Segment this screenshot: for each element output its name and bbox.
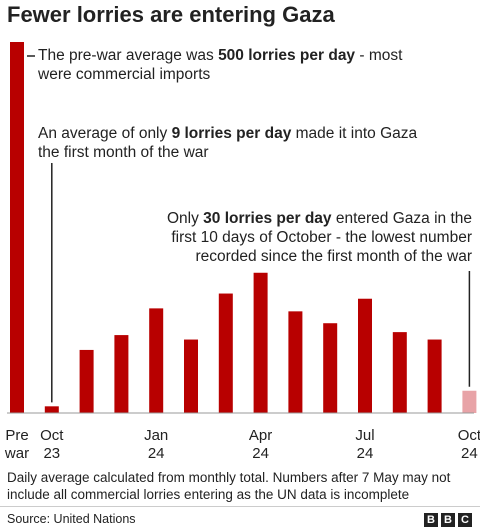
bar-feb-24	[184, 339, 198, 413]
bar-aug-24	[392, 332, 407, 413]
bar-jun-24	[323, 323, 338, 413]
x-tick-oct-24: Oct 24	[458, 427, 480, 462]
x-tick-line: Jul	[355, 427, 374, 444]
footer-divider	[0, 506, 480, 507]
x-tick-oct-23: Oct 23	[40, 427, 64, 462]
bar-may-24	[288, 311, 303, 413]
bar-oct-23	[44, 406, 59, 413]
x-tick-jul-24: Jul 24	[355, 427, 374, 462]
bbc-logo-letter-3: C	[458, 513, 472, 527]
annotation-prewar-text-2: - most were commercial imports	[38, 47, 403, 83]
bars-group	[10, 42, 477, 413]
bbc-logo-letter-2: B	[441, 513, 455, 527]
bar-dec-23	[114, 335, 129, 413]
x-tick-jan-24: Jan 24	[144, 427, 168, 462]
annotation-prewar: The pre-war average was 500 lorries per …	[38, 46, 438, 84]
footnote: Daily average calculated from monthly to…	[7, 470, 451, 502]
x-tick-line: 24	[357, 445, 374, 462]
x-tick-line: Jan	[144, 427, 168, 444]
bar-mar-24	[218, 293, 233, 413]
annotation-oct24-text-1: Only	[166, 210, 204, 227]
annotation-oct24-value: 30 lorries per day	[203, 210, 332, 227]
chart-title: Fewer lorries are entering Gaza	[7, 2, 335, 27]
bar-jul-24	[358, 298, 372, 413]
annotation-oct23: An average of only 9 lorries per day mad…	[38, 124, 433, 162]
annotation-connectors	[27, 55, 471, 403]
annotation-oct24-text-2: entered Gaza in the first 10 days of Oct…	[171, 210, 472, 265]
x-tick-line: 24	[148, 445, 165, 462]
bbc-logo: B B C	[424, 513, 472, 527]
x-tick-pre-war: Pre war	[4, 427, 29, 462]
x-tick-line: Apr	[249, 427, 272, 444]
bar-jan-24	[149, 308, 164, 413]
annotation-oct23-text-1: An average of only	[38, 125, 172, 142]
annotation-prewar-value: 500 lorries per day	[218, 47, 356, 64]
x-tick-line: Pre	[5, 427, 28, 444]
x-tick-apr-24: Apr 24	[249, 427, 272, 462]
bar-sep-24	[427, 339, 442, 413]
x-tick-line: war	[4, 445, 29, 462]
annotation-prewar-text-1: The pre-war average was	[38, 47, 219, 64]
bar-pre-war	[10, 42, 24, 413]
bar-nov-23	[79, 349, 94, 413]
x-tick-line: 24	[252, 445, 269, 462]
source-credit: Source: United Nations	[7, 512, 136, 526]
annotation-oct23-text-2: made it into Gaza the first month of the…	[38, 125, 418, 161]
annotation-oct23-value: 9 lorries per day	[171, 125, 292, 142]
bbc-logo-letter-1: B	[424, 513, 438, 527]
x-tick-line: 24	[461, 445, 478, 462]
x-tick-line: 23	[43, 445, 60, 462]
annotation-oct24: Only 30 lorries per day entered Gaza in …	[152, 209, 472, 266]
x-tick-line: Oct	[40, 427, 64, 444]
x-tick-line: Oct	[458, 427, 480, 444]
bar-apr-24	[253, 272, 268, 413]
bar-oct-24	[462, 390, 477, 413]
